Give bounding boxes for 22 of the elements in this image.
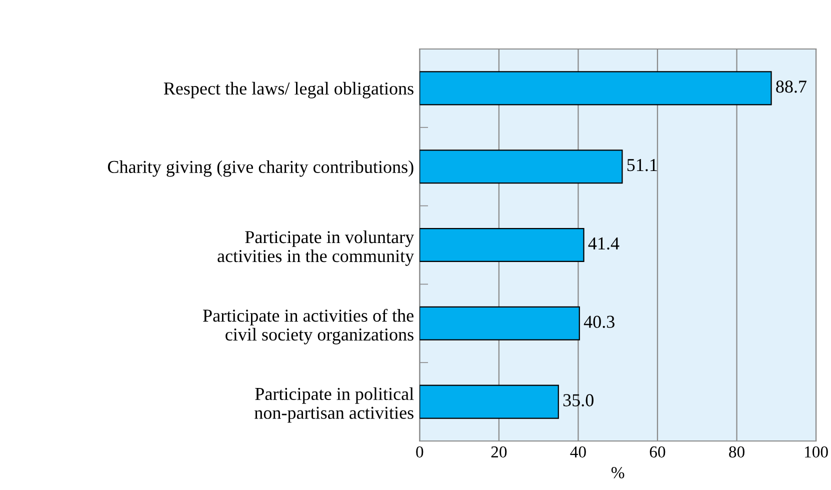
x-axis-title: % bbox=[611, 467, 624, 478]
y-tick-label: Respect the laws/ legal obligations bbox=[164, 82, 414, 98]
data-label: 88.7 bbox=[776, 80, 806, 93]
bar bbox=[420, 384, 559, 419]
data-label: 40.3 bbox=[584, 316, 614, 328]
y-tick-label: Participate in activities of the civil society organizations bbox=[203, 308, 414, 344]
bar bbox=[420, 71, 772, 106]
x-tick-label: 80 bbox=[729, 446, 744, 458]
bar bbox=[420, 228, 584, 262]
data-label: 35.0 bbox=[563, 394, 594, 406]
x-tick-label: 100 bbox=[805, 446, 828, 458]
bar bbox=[420, 306, 580, 340]
x-tick-label: 40 bbox=[570, 446, 586, 458]
y-tick-label: Participate in political non-partisan activities bbox=[254, 387, 414, 423]
data-label: 41.4 bbox=[588, 237, 620, 250]
data-label: 51.1 bbox=[627, 159, 657, 172]
bar bbox=[420, 150, 623, 184]
x-tick-label: 0 bbox=[416, 446, 424, 458]
y-tick-label: Participate in voluntary activities in the community bbox=[218, 230, 414, 266]
y-tick-label: Charity giving (give charity contributions) bbox=[108, 160, 414, 177]
x-tick-label: 60 bbox=[650, 446, 666, 458]
x-tick-label: 20 bbox=[491, 446, 507, 458]
